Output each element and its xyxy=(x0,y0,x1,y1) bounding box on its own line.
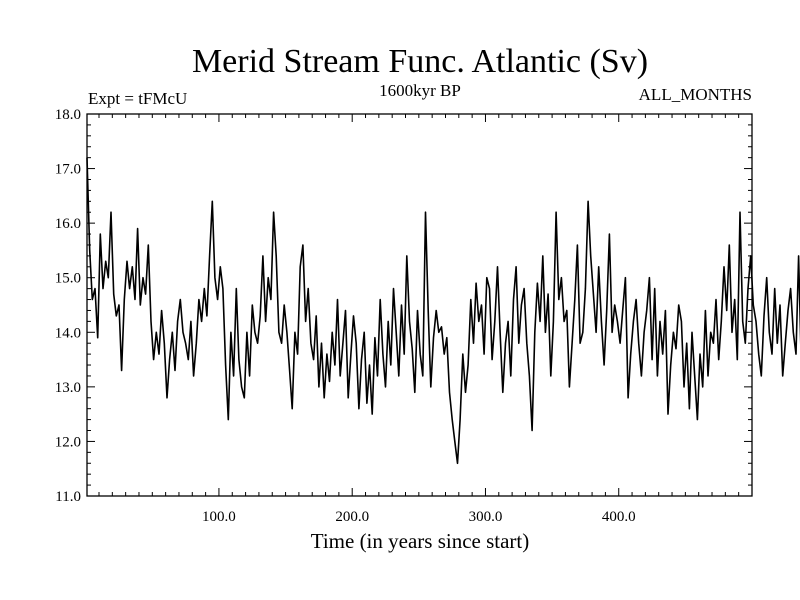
x-tick-label: 400.0 xyxy=(602,509,636,525)
plot-frame xyxy=(86,113,753,497)
y-tick-label: 12.0 xyxy=(55,434,81,450)
experiment-label: Expt = tFMcU xyxy=(88,89,187,108)
y-tick-label: 18.0 xyxy=(55,107,81,123)
y-axis: 11.0 12.0 13.0 14.0 15.0 16.0 17.0 18.0 xyxy=(55,107,752,505)
series-line xyxy=(86,157,800,465)
x-axis-label: Time (in years since start) xyxy=(311,529,530,553)
y-tick-label: 16.0 xyxy=(55,216,81,232)
x-tick-label: 200.0 xyxy=(335,509,369,525)
chart-title: Merid Stream Func. Atlantic (Sv) xyxy=(192,43,648,80)
y-tick-label: 11.0 xyxy=(55,489,81,505)
y-tick-label: 15.0 xyxy=(55,271,81,287)
period-label: 1600kyr BP xyxy=(379,81,461,100)
y-tick-label: 17.0 xyxy=(55,162,81,178)
months-label: ALL_MONTHS xyxy=(639,85,752,104)
y-tick-label: 14.0 xyxy=(55,325,81,341)
x-axis: 100.0 200.0 300.0 400.0 xyxy=(98,114,740,525)
x-tick-label: 100.0 xyxy=(202,509,236,525)
x-tick-label: 300.0 xyxy=(469,509,503,525)
y-tick-label: 13.0 xyxy=(55,380,81,396)
